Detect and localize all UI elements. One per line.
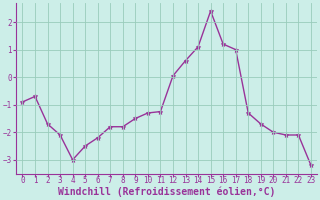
X-axis label: Windchill (Refroidissement éolien,°C): Windchill (Refroidissement éolien,°C) (58, 187, 276, 197)
